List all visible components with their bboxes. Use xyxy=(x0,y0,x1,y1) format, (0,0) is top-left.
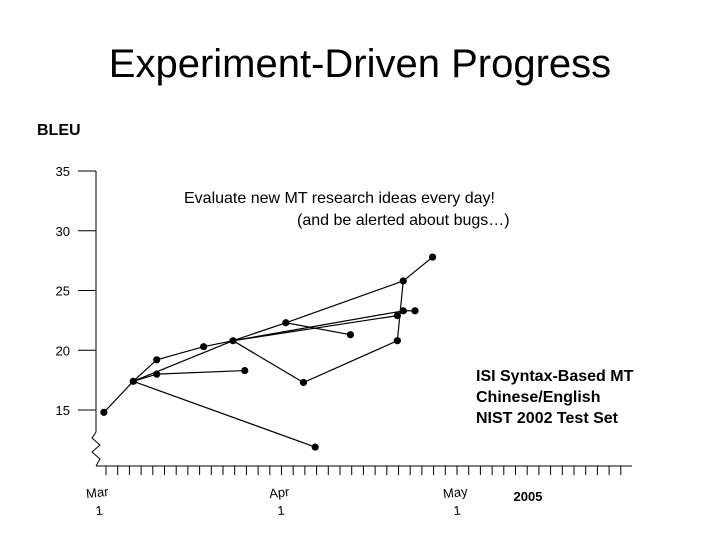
series-segment xyxy=(232,310,404,342)
x-tick-label: May1 xyxy=(442,484,470,519)
y-tick-label: 15 xyxy=(56,403,70,418)
axes: 15 20 25 30 35 Mar1 Apr1 May1 2005 xyxy=(56,164,632,519)
series-segment xyxy=(232,322,287,342)
data-point xyxy=(346,331,355,339)
y-tick-label: 30 xyxy=(56,224,70,239)
data-point xyxy=(411,307,419,315)
x-tick-label: Apr1 xyxy=(268,484,292,519)
legend-text: ISI Syntax-Based MT Chinese/English NIST 2… xyxy=(476,368,634,427)
x-tick-label: Mar1 xyxy=(85,484,111,519)
y-axis-break xyxy=(91,431,101,467)
data-point xyxy=(393,337,401,345)
annotation: Evaluate new MT research ideas every day… xyxy=(184,190,510,229)
data-point xyxy=(299,378,308,387)
series-segment xyxy=(156,346,204,361)
data-point xyxy=(200,343,208,351)
y-axis-label: BLEU xyxy=(37,122,81,139)
legend-line: NIST 2002 Test Set xyxy=(476,410,619,427)
data-point xyxy=(399,307,407,315)
data-point xyxy=(428,253,437,261)
legend-line: Chinese/English xyxy=(476,389,600,406)
data-point xyxy=(229,337,237,345)
page-title: Experiment-Driven Progress xyxy=(108,42,612,86)
data-point xyxy=(393,311,401,320)
series-segment xyxy=(232,315,398,342)
y-tick-label: 35 xyxy=(56,164,70,179)
data-point xyxy=(100,408,108,416)
year-label: 2005 xyxy=(514,489,543,504)
data-point xyxy=(129,377,137,385)
legend-line: ISI Syntax-Based MT xyxy=(476,368,634,385)
data-point xyxy=(241,366,249,375)
series-segment xyxy=(203,340,234,348)
data-point xyxy=(311,443,319,451)
series-segment xyxy=(133,380,316,448)
series-segment xyxy=(132,359,158,382)
data-point xyxy=(399,277,407,285)
y-tick-label: 20 xyxy=(56,343,70,358)
series-segment xyxy=(103,380,134,413)
y-tick-label: 25 xyxy=(56,284,70,299)
data-points xyxy=(100,253,437,451)
series-segment xyxy=(402,256,433,282)
data-point xyxy=(153,370,161,378)
data-point xyxy=(153,356,161,364)
series-segment xyxy=(232,340,304,384)
progress-lines xyxy=(103,256,433,448)
series-segment xyxy=(303,340,398,384)
series-segment xyxy=(285,322,351,336)
annotation-line: (and be alerted about bugs…) xyxy=(297,212,510,229)
annotation-line: Evaluate new MT research ideas every day… xyxy=(184,190,495,207)
series-segment xyxy=(285,280,404,324)
series-segment xyxy=(132,340,234,382)
series-segment xyxy=(156,369,245,375)
data-point xyxy=(282,319,290,327)
